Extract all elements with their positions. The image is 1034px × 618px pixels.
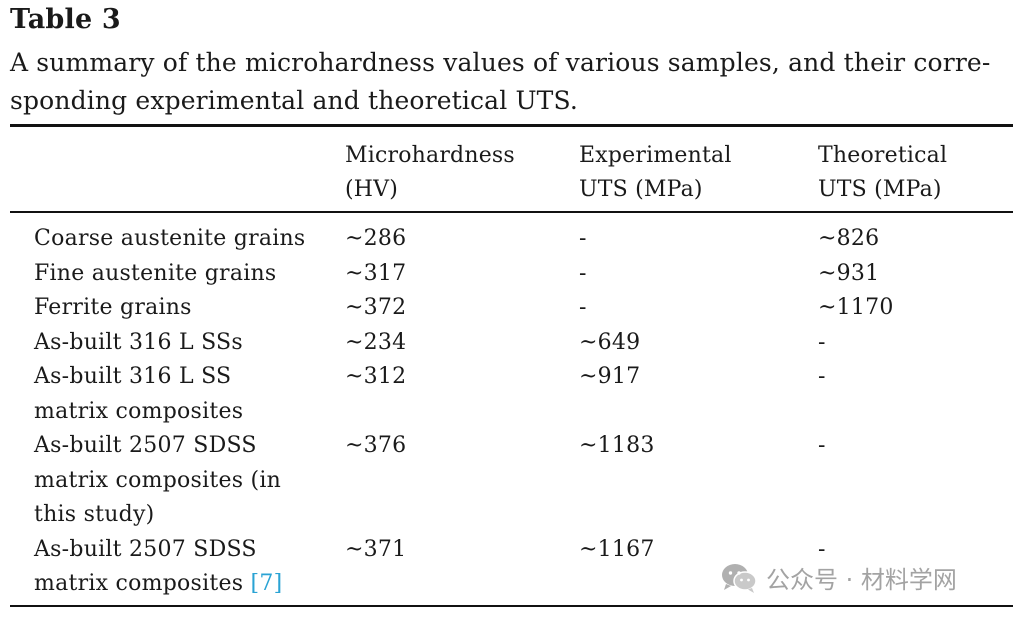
caption-line-1: A summary of the microhardness values of… bbox=[10, 48, 991, 77]
sample-line: matrix composites [7] bbox=[34, 567, 282, 602]
sample-line: matrix composites bbox=[34, 398, 244, 424]
hardness-cell: ~371 bbox=[345, 536, 407, 562]
sample-cell: Coarse austenite grains bbox=[34, 222, 305, 257]
reference-link[interactable]: [7] bbox=[250, 571, 283, 596]
wechat-icon bbox=[722, 563, 757, 593]
experimental-uts-cell: ~1183 bbox=[579, 433, 655, 458]
sample-cell: As-built 2507 SDSS matrix composites [7] bbox=[34, 533, 282, 602]
sample-cell: As-built 316 L SSs bbox=[34, 326, 243, 361]
header-rule bbox=[10, 211, 1013, 213]
sample-line: Coarse austenite grains bbox=[34, 226, 306, 251]
table-bottom-rule bbox=[10, 605, 1013, 608]
sample-cell: As-built 316 L SS matrix composites bbox=[34, 360, 243, 429]
theoretical-uts-cell: - bbox=[818, 364, 826, 389]
hardness-cell: ~286 bbox=[345, 226, 407, 251]
sample-line-text: matrix composites bbox=[34, 571, 251, 596]
experimental-uts-cell: ~649 bbox=[579, 329, 641, 355]
theoretical-uts-cell: ~826 bbox=[818, 226, 880, 251]
hardness-cell: ~234 bbox=[345, 329, 407, 355]
hardness-cell: ~317 bbox=[345, 260, 407, 286]
sample-cell: As-built 2507 SDSS matrix composites (in t… bbox=[34, 429, 281, 533]
watermark: 公众号 · 材料学网 bbox=[720, 560, 957, 595]
hardness-cell: ~376 bbox=[345, 433, 407, 458]
caption-line-2: sponding experimental and theoretical UT… bbox=[10, 86, 578, 115]
theoretical-uts-cell: - bbox=[818, 536, 826, 562]
hardness-cell: ~372 bbox=[345, 295, 407, 320]
table-label: Table 3 bbox=[10, 4, 121, 35]
header-experimental-uts: Experimental UTS (MPa) bbox=[579, 143, 732, 202]
header-microhardness: Microhardness (HV) bbox=[345, 143, 515, 202]
sample-line: As-built 316 L SS bbox=[34, 364, 232, 389]
table-caption: A summary of the microhardness values of… bbox=[10, 44, 1015, 120]
sample-line: Ferrite grains bbox=[34, 295, 192, 320]
hardness-cell: ~312 bbox=[345, 364, 407, 389]
sample-line: As-built 2507 SDSS bbox=[34, 536, 257, 562]
theoretical-uts-cell: ~931 bbox=[818, 260, 880, 286]
sample-line: As-built 2507 SDSS bbox=[34, 433, 257, 458]
sample-line: Fine austenite grains bbox=[34, 260, 277, 286]
watermark-text: 公众号 · 材料学网 bbox=[766, 566, 957, 594]
sample-cell: Fine austenite grains bbox=[34, 257, 276, 292]
sample-cell: Ferrite grains bbox=[34, 291, 192, 326]
experimental-uts-cell: ~1167 bbox=[579, 536, 655, 562]
table-top-rule bbox=[10, 124, 1013, 127]
sample-line: matrix composites (in bbox=[34, 467, 282, 493]
theoretical-uts-cell: ~1170 bbox=[818, 295, 894, 320]
theoretical-uts-cell: - bbox=[818, 329, 826, 355]
experimental-uts-cell: ~917 bbox=[579, 364, 641, 389]
header-theoretical-uts: Theoretical UTS (MPa) bbox=[818, 143, 948, 202]
sample-line: As-built 316 L SSs bbox=[34, 329, 243, 355]
sample-line: this study) bbox=[34, 502, 155, 527]
theoretical-uts-cell: - bbox=[818, 433, 826, 458]
experimental-uts-cell: - bbox=[579, 260, 587, 286]
experimental-uts-cell: - bbox=[579, 226, 587, 251]
experimental-uts-cell: - bbox=[579, 295, 587, 320]
